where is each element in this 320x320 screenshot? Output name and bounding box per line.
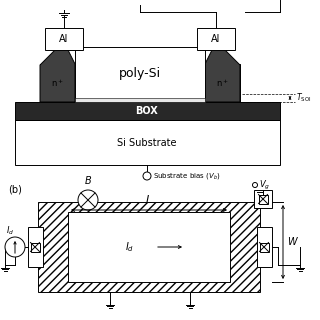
Bar (40, 64, 75, 102)
Text: Si Substrate: Si Substrate (117, 138, 177, 148)
Bar (15, 120, 280, 165)
Bar (50, 94, 230, 102)
Text: $I_d$: $I_d$ (125, 240, 135, 254)
Text: L: L (146, 195, 152, 205)
Bar (68, 212, 230, 282)
Bar (254, 190, 272, 208)
Bar (259, 195, 268, 204)
Text: (b): (b) (8, 185, 22, 195)
Bar (30, 243, 39, 252)
Bar (45, 28, 83, 50)
Bar (38, 202, 260, 292)
Circle shape (5, 237, 25, 257)
Text: $V_g$: $V_g$ (259, 179, 270, 192)
Text: Al: Al (59, 34, 69, 44)
Bar (260, 243, 268, 252)
Bar (257, 227, 272, 267)
Text: BOX: BOX (136, 106, 158, 116)
Bar (197, 28, 235, 50)
Text: $T_\mathsf{SOI}$: $T_\mathsf{SOI}$ (296, 92, 311, 104)
Circle shape (143, 172, 151, 180)
Text: Al: Al (211, 34, 221, 44)
Text: p-type SOI: p-type SOI (124, 95, 156, 100)
Text: B: B (84, 176, 92, 186)
Circle shape (252, 182, 258, 188)
Bar (75, 47, 205, 102)
Polygon shape (40, 50, 75, 102)
Bar (75, 98, 205, 102)
Bar (15, 102, 280, 120)
Text: poly-Si: poly-Si (119, 67, 161, 79)
Text: Substrate bias ($V_b$): Substrate bias ($V_b$) (153, 171, 221, 181)
Polygon shape (205, 50, 240, 102)
Text: W: W (287, 237, 297, 247)
Text: $I_d$: $I_d$ (6, 225, 14, 237)
Text: n$^+$: n$^+$ (216, 77, 228, 89)
Bar (205, 64, 240, 102)
Circle shape (78, 190, 98, 210)
Text: n$^+$: n$^+$ (51, 77, 63, 89)
Bar (28, 227, 43, 267)
